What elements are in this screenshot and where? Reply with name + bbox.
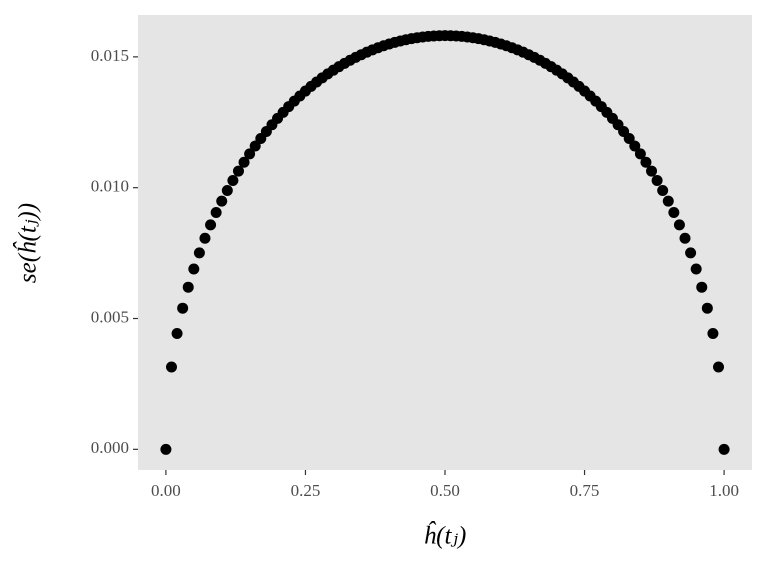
point	[210, 207, 222, 219]
point	[668, 207, 680, 219]
x-tick-label: 0.25	[291, 481, 321, 500]
point	[193, 247, 205, 259]
point	[696, 281, 708, 293]
y-tick-label: 0.010	[91, 177, 129, 196]
y-tick-label: 0.015	[91, 46, 129, 65]
point	[177, 302, 189, 314]
point	[690, 263, 702, 275]
panel	[138, 15, 752, 470]
point	[160, 443, 172, 455]
point	[165, 361, 177, 373]
point	[657, 184, 669, 196]
x-tick-label: 0.00	[151, 481, 181, 500]
point	[701, 302, 713, 314]
point	[679, 232, 691, 244]
point	[634, 148, 646, 160]
point	[640, 156, 652, 168]
point	[713, 361, 725, 373]
point	[238, 156, 250, 168]
point	[673, 219, 685, 231]
point	[188, 263, 200, 275]
point	[199, 232, 211, 244]
point	[651, 174, 663, 186]
point	[221, 184, 233, 196]
point	[232, 165, 244, 177]
point	[623, 133, 635, 145]
point	[227, 174, 239, 186]
y-axis-title: se(ĥ(tⱼ))	[13, 203, 42, 283]
point	[718, 443, 730, 455]
point	[244, 148, 256, 160]
point	[646, 165, 658, 177]
y-tick-label: 0.000	[91, 438, 129, 457]
point	[685, 247, 697, 259]
x-axis-title: ĥ(tⱼ)	[424, 521, 467, 550]
point	[662, 195, 674, 207]
point	[182, 281, 194, 293]
x-tick-label: 1.00	[709, 481, 739, 500]
point	[707, 328, 719, 339]
point	[205, 219, 217, 231]
y-tick-label: 0.005	[91, 307, 129, 326]
point	[171, 328, 183, 339]
point	[629, 140, 641, 152]
point	[216, 195, 228, 207]
point	[249, 140, 261, 152]
x-tick-label: 0.50	[430, 481, 460, 500]
x-tick-label: 0.75	[570, 481, 600, 500]
